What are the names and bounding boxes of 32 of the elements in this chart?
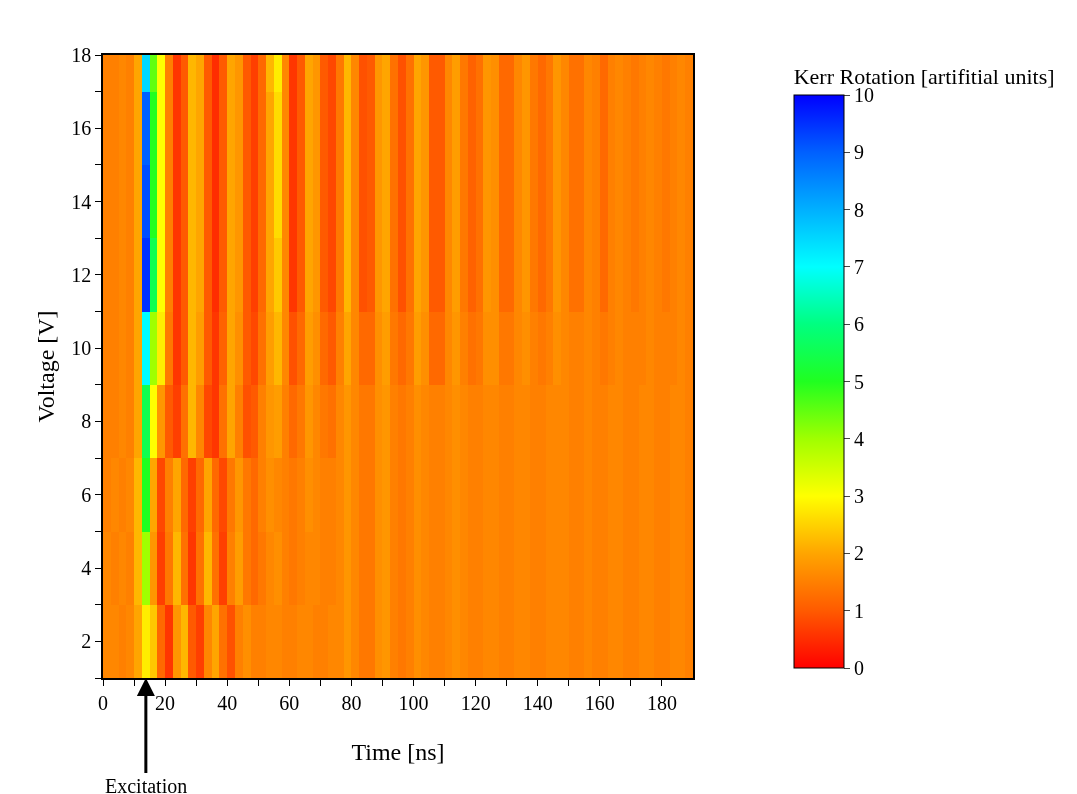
y-tick-label: 6 xyxy=(81,483,92,506)
color-bar-label: 7 xyxy=(854,255,864,278)
x-tick-label: 20 xyxy=(155,691,176,714)
color-bar-label: 8 xyxy=(854,198,864,221)
color-bar-label: 0 xyxy=(854,657,864,679)
x-tick-label: 60 xyxy=(279,691,300,714)
y-axis-title: Voltage [V] xyxy=(32,310,59,423)
x-tick-label: 80 xyxy=(341,691,362,714)
y-tick-label: 18 xyxy=(71,44,92,66)
color-bar-label: 9 xyxy=(854,141,864,164)
y-tick-label: 2 xyxy=(81,630,92,653)
color-bar-label: 4 xyxy=(854,427,864,450)
x-tick-label: 100 xyxy=(398,691,429,714)
y-tick-label: 12 xyxy=(71,263,92,286)
x-tick-label: 40 xyxy=(217,691,238,714)
x-tick-label: 180 xyxy=(646,691,677,714)
color-bar-label: 1 xyxy=(854,599,864,622)
y-tick-label: 4 xyxy=(81,557,92,580)
x-tick-label: 140 xyxy=(522,691,553,714)
y-tick-label: 8 xyxy=(81,410,92,433)
x-tick-label: 160 xyxy=(584,691,615,714)
x-axis-title: Time [ns] xyxy=(351,738,445,765)
color-bar-label: 5 xyxy=(854,370,864,393)
y-tick-label: 14 xyxy=(71,190,92,213)
x-tick-label: 120 xyxy=(460,691,491,714)
x-tick-label: 0 xyxy=(98,691,108,714)
color-bar-label: 6 xyxy=(854,313,864,336)
color-bar-label: 2 xyxy=(854,542,864,565)
color-bar-label: 3 xyxy=(854,485,864,508)
y-tick-label: 10 xyxy=(71,337,92,360)
y-tick-label: 16 xyxy=(71,117,92,140)
text: Excitation xyxy=(105,775,188,794)
